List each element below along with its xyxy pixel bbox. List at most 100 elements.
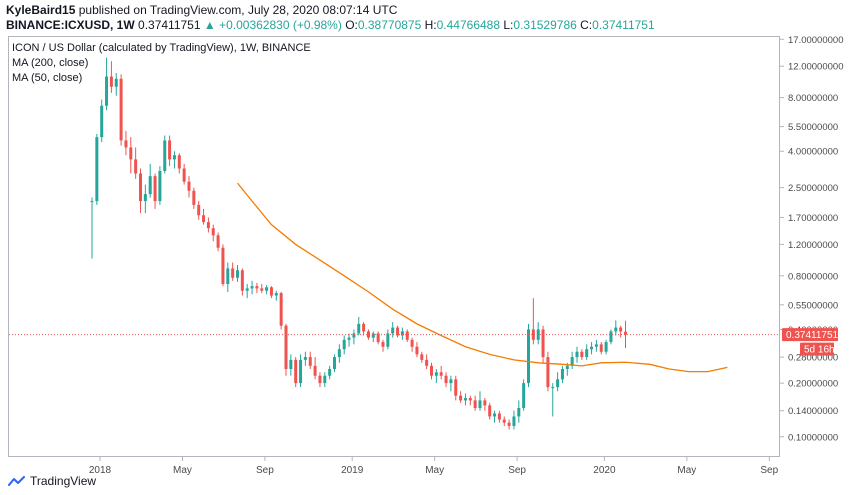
candle-body [517,408,521,417]
candle-body [95,137,99,202]
candle-body [119,78,123,141]
candle-body [279,293,283,326]
ma50-legend[interactable]: MA (50, close) [12,72,83,84]
candle-body [100,105,104,138]
candle-body [250,286,254,289]
candle-body [570,357,574,366]
candle-body [289,359,293,370]
candle-body [236,270,239,278]
candle-body [541,329,545,358]
low-value: 0.31529786 [513,18,577,32]
candle-body [614,327,618,332]
candle-body [527,329,530,384]
time-tick-label: Sep [256,465,274,476]
candle-body [124,140,128,148]
price-axis[interactable]: 17.00000000 12.00000000 8.00000000 5.500000… [779,36,843,443]
candle-body [328,369,332,376]
countdown-tag: 5d 16h [800,342,835,356]
candle-body [531,329,535,340]
candle-body [269,287,273,296]
candle-body [619,327,623,332]
candle-body [240,270,244,291]
candle-body [163,140,167,171]
candle-body [90,201,94,203]
tradingview-logo[interactable]: TradingView [8,474,96,488]
candle-body [497,413,501,420]
candle-body [221,247,225,284]
candle-body [352,333,356,338]
candle-body [425,359,429,366]
high-value: 0.44766488 [436,18,501,32]
chart-frame [8,36,780,457]
candle-body [216,235,220,248]
candle-body [415,346,419,355]
candle-body [366,331,370,338]
last-price-tag-text: 0.37411751 [786,330,839,341]
candle-body [502,419,506,423]
candle-body [580,351,584,358]
author-name[interactable]: KyleBaird15 [6,3,76,17]
candle-body [337,349,341,358]
symbol-line: BINANCE:ICXUSD, 1W 0.37411751 ▲ +0.00362… [6,18,655,32]
candle-body [260,288,264,291]
price-tick-label: 2.50000000 [788,183,838,194]
candle-body [211,228,215,236]
candle-body [391,327,395,334]
candle-body [371,333,375,338]
candle-body [468,398,472,401]
candle-body [560,369,564,380]
candle-body [129,147,133,160]
price-tick-label: 12.00000000 [788,62,843,73]
candle-body [473,400,477,409]
candle-body [265,287,269,291]
candle-body [439,372,443,376]
price-tick-label: 8.00000000 [788,93,838,104]
price-change: ▲ +0.00362830 (+0.98%) [203,18,342,32]
countdown-tag-text: 5d 16h [804,345,835,356]
candle-body [575,351,579,358]
candle-body [197,204,201,216]
chart-title: ICON / US Dollar (calculated by TradingV… [12,42,311,54]
candle-body [182,168,186,182]
price-tick-label: 1.20000000 [788,240,838,251]
last-price-tag: 0.37411751 [782,328,839,342]
last-price-tag-bg [782,328,838,342]
candle-body [434,372,438,376]
candle-body [551,387,555,389]
candle-body [109,76,113,87]
candle-body [187,181,191,191]
candle-body [493,413,497,417]
ma200-legend[interactable]: MA (200, close) [12,57,89,69]
close-value: 0.37411751 [592,18,655,32]
candle-body [323,375,327,384]
candle-body [333,357,336,370]
candle-body [444,375,448,384]
time-tick-label: 2018 [89,465,112,476]
time-tick-label: 2019 [341,465,364,476]
candle-body [347,337,351,340]
brand-name: TradingView [30,474,97,488]
price-chart[interactable]: 17.00000000 12.00000000 8.00000000 5.500000… [0,36,850,495]
candle-body [376,333,380,343]
candle-body [313,365,317,376]
candle-body [430,365,433,376]
candle-body [609,331,613,343]
price-tick-label: 4.00000000 [788,147,838,158]
candle-body [400,331,404,336]
time-axis[interactable]: 2018 May Sep 2019 May Sep 2020 May Sep [89,456,779,476]
candle-body [158,170,162,202]
candle-body [168,140,172,160]
candle-body [134,159,138,174]
price-tick-label: 0.80000000 [788,271,838,282]
price-tick-label: 5.50000000 [788,122,838,133]
candle-body [172,155,176,160]
candle-body [507,422,511,426]
candle-body [255,286,259,289]
price-tick-label: 0.28000000 [788,353,838,364]
candle-body [488,405,492,417]
price-tick-label: 0.14000000 [788,406,838,417]
open-value: 0.38770875 [357,18,422,32]
time-tick-label: Sep [508,465,526,476]
publish-line: KyleBaird15 published on TradingView.com… [6,3,397,17]
candle-body [362,323,366,332]
